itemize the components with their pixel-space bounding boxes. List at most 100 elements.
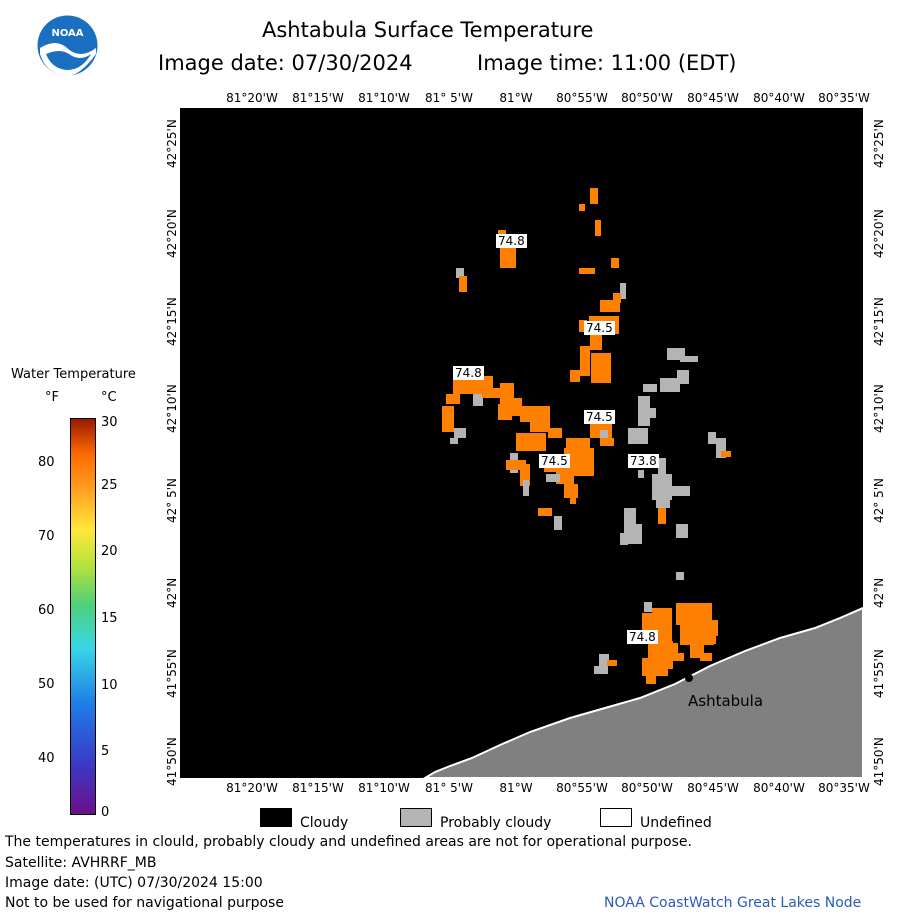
image-date: Image date: 07/30/2024 [158,51,413,75]
longitude-top-label: 81°20'W [226,91,278,105]
warm-water-pixel [548,428,562,438]
legend-probably-cloudy-swatch [400,808,432,827]
probably-cloudy-pixel [638,470,644,478]
latitude-right-label: 42°15'N [872,297,886,346]
warm-water-pixel [590,188,598,204]
longitude-bottom-label: 80°35'W [818,781,870,795]
probably-cloudy-pixel [677,370,689,384]
warm-water-pixel [710,620,718,636]
c-tick-label: 10 [101,678,118,693]
warm-water-pixel [506,460,526,470]
footer-note: The temperatures in clould, probably clo… [5,834,692,850]
probably-cloudy-pixel [716,438,726,458]
warm-water-pixel [579,204,585,211]
probably-cloudy-pixel [652,474,672,500]
warm-water-pixel [658,508,666,524]
noaa-logo-text: NOAA [51,28,83,39]
warm-water-pixel [700,653,712,661]
colorbar-unit-f: °F [45,390,59,405]
probably-cloudy-pixel [638,396,650,426]
footer-warning: Not to be used for navigational purpose [5,895,284,911]
probably-cloudy-pixel [646,408,656,418]
colorbar-unit-c: °C [101,390,117,405]
legend-probably-cloudy-label: Probably cloudy [440,815,552,831]
probably-cloudy-pixel [676,572,684,580]
warm-water-pixel [520,406,550,422]
warm-water-pixel [607,660,617,666]
longitude-bottom-label: 80°45'W [687,781,739,795]
longitude-bottom-label: 81°15'W [292,781,344,795]
probably-cloudy-pixel [600,430,608,438]
latitude-right-label: 42°N [872,577,886,608]
city-label: Ashtabula [688,692,764,710]
c-tick-label: 20 [101,544,118,559]
temp-label: 74.8 [496,234,527,248]
probably-cloudy-pixel [644,602,652,612]
warm-water-pixel [442,406,454,432]
probably-cloudy-pixel [620,283,626,299]
legend-cloudy-swatch [260,808,292,827]
probably-cloudy-pixel [599,654,609,666]
longitude-top-label: 81° 5'W [425,91,473,105]
longitude-top-label: 81°10'W [358,91,410,105]
footer-satellite: Satellite: AVHRRF_MB [5,855,157,871]
probably-cloudy-pixel [656,500,670,508]
c-tick-label: 15 [101,611,118,626]
c-tick-label: 30 [101,415,118,430]
latitude-right-label: 42° 5'N [872,478,886,523]
latitude-right-label: 41°50'N [872,737,886,786]
longitude-bottom-label: 80°50'W [621,781,673,795]
longitude-bottom-label: 81° 5'W [425,781,473,795]
longitude-top-label: 80°50'W [621,91,673,105]
warm-water-pixel [670,653,684,661]
f-tick-label: 50 [38,677,55,692]
warm-water-pixel [665,641,673,669]
f-tick-label: 60 [38,603,55,618]
warm-water-pixel [652,608,672,618]
f-tick-label: 80 [38,455,55,470]
shoreline [423,606,863,778]
temp-label: 73.8 [628,454,659,468]
latitude-left-label: 42°N [165,577,179,608]
probably-cloudy-pixel [668,486,690,496]
colorbar [70,418,96,815]
warm-water-pixel [642,658,668,676]
longitude-top-label: 80°35'W [818,91,870,105]
probably-cloudy-pixel [523,480,529,496]
warm-water-pixel [590,334,602,350]
probably-cloudy-pixel [708,432,716,444]
warm-water-pixel [611,258,619,268]
warm-water-pixel [676,603,712,625]
latitude-right-label: 42°25'N [872,119,886,168]
footer-credit: NOAA CoastWatch Great Lakes Node [604,895,862,911]
legend-cloudy-label: Cloudy [300,815,349,831]
latitude-left-label: 42°25'N [165,119,179,168]
warm-water-pixel [520,464,530,486]
probably-cloudy-pixel [628,428,648,444]
longitude-bottom-label: 81°20'W [226,781,278,795]
map: 74.8 74.5 74.8 74.5 74.5 73.8 74.8 Ashta… [180,108,863,778]
probably-cloudy-pixel [546,474,560,482]
longitude-bottom-label: 81°10'W [358,781,410,795]
warm-water-pixel [570,496,576,504]
probably-cloudy-pixel [450,438,458,444]
warm-water-pixel [600,438,614,446]
warm-water-pixel [613,293,621,303]
warm-water-pixel [538,508,552,516]
latitude-right-label: 42°10'N [872,384,886,433]
image-time: Image time: 11:00 (EDT) [477,51,737,75]
c-tick-label: 25 [101,478,118,493]
c-tick-label: 0 [101,805,110,820]
probably-cloudy-pixel [676,524,688,538]
warm-water-pixel [530,420,550,432]
temp-label: 74.5 [584,410,615,424]
warm-water-pixel [579,320,587,332]
latitude-right-label: 41°55'N [872,649,886,698]
probably-cloudy-pixel [456,268,464,278]
warm-water-pixel [646,674,656,684]
temp-label: 74.8 [627,630,658,644]
probably-cloudy-pixel [680,356,698,362]
noaa-logo: NOAA [37,15,98,76]
probably-cloudy-pixel [660,378,680,392]
warm-water-pixel [579,268,595,274]
